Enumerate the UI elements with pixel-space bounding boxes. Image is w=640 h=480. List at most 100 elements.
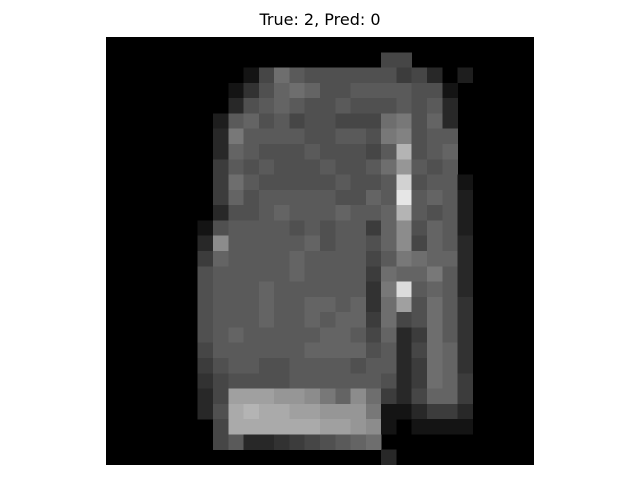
pixel bbox=[274, 434, 290, 451]
pixel bbox=[365, 266, 382, 282]
pixel bbox=[213, 327, 229, 344]
pixel bbox=[304, 189, 321, 206]
pixel bbox=[289, 373, 306, 389]
pixel bbox=[350, 281, 367, 298]
pixel bbox=[258, 419, 275, 435]
pixel bbox=[396, 251, 413, 267]
pixel bbox=[350, 419, 367, 435]
pixel bbox=[320, 174, 336, 191]
pixel bbox=[243, 235, 260, 252]
pixel bbox=[411, 113, 428, 130]
pixel bbox=[427, 235, 443, 252]
pixel bbox=[320, 312, 336, 328]
pixel bbox=[320, 205, 336, 221]
pixel bbox=[258, 388, 275, 405]
pixel bbox=[457, 358, 474, 374]
pixel bbox=[320, 419, 336, 435]
pixel bbox=[442, 205, 458, 221]
pixel bbox=[365, 113, 382, 130]
pixel bbox=[213, 251, 229, 267]
pixel bbox=[304, 342, 321, 359]
pixel bbox=[442, 419, 458, 435]
pixel bbox=[258, 296, 275, 313]
pixel bbox=[365, 144, 382, 160]
pixel bbox=[289, 327, 306, 344]
pixel bbox=[350, 251, 367, 267]
pixel bbox=[304, 220, 321, 237]
pixel bbox=[365, 189, 382, 206]
pixel bbox=[304, 205, 321, 221]
pixel bbox=[258, 327, 275, 344]
pixel bbox=[396, 52, 413, 68]
pixel bbox=[381, 220, 397, 237]
pixel bbox=[411, 266, 428, 282]
pixel bbox=[442, 144, 458, 160]
pixel bbox=[350, 159, 367, 175]
pixel bbox=[411, 235, 428, 252]
image-panel bbox=[106, 37, 534, 465]
pixel bbox=[350, 373, 367, 389]
pixel bbox=[427, 388, 443, 405]
pixel bbox=[274, 312, 290, 328]
pixel bbox=[320, 358, 336, 374]
pixel bbox=[320, 342, 336, 359]
pixel bbox=[381, 52, 397, 68]
pixel bbox=[197, 312, 214, 328]
pixel bbox=[243, 281, 260, 298]
pixel-image bbox=[106, 37, 534, 465]
pixel bbox=[427, 98, 443, 114]
pixel bbox=[228, 434, 244, 451]
pixel bbox=[289, 82, 306, 99]
pixel bbox=[304, 403, 321, 420]
pixel bbox=[289, 67, 306, 84]
pixel bbox=[411, 296, 428, 313]
pixel bbox=[335, 342, 351, 359]
pixel bbox=[442, 388, 458, 405]
pixel bbox=[427, 358, 443, 374]
pixel bbox=[442, 296, 458, 313]
pixel bbox=[457, 266, 474, 282]
pixel bbox=[243, 174, 260, 191]
pixel bbox=[213, 220, 229, 237]
pixel bbox=[304, 159, 321, 175]
pixel bbox=[274, 98, 290, 114]
pixel bbox=[442, 98, 458, 114]
pixel bbox=[274, 113, 290, 130]
pixel bbox=[289, 434, 306, 451]
pixel bbox=[258, 358, 275, 374]
pixel bbox=[274, 220, 290, 237]
pixel bbox=[228, 373, 244, 389]
pixel bbox=[228, 205, 244, 221]
pixel bbox=[304, 358, 321, 374]
pixel bbox=[381, 358, 397, 374]
pixel bbox=[274, 144, 290, 160]
pixel bbox=[365, 82, 382, 99]
pixel bbox=[365, 403, 382, 420]
pixel bbox=[411, 174, 428, 191]
pixel bbox=[442, 312, 458, 328]
pixel bbox=[243, 312, 260, 328]
pixel bbox=[320, 82, 336, 99]
pixel bbox=[258, 113, 275, 130]
pixel bbox=[304, 235, 321, 252]
pixel bbox=[213, 281, 229, 298]
pixel bbox=[197, 403, 214, 420]
pixel bbox=[335, 159, 351, 175]
pixel bbox=[365, 312, 382, 328]
pixel bbox=[381, 312, 397, 328]
pixel bbox=[243, 82, 260, 99]
pixel bbox=[396, 174, 413, 191]
pixel bbox=[320, 159, 336, 175]
pixel bbox=[197, 388, 214, 405]
pixel bbox=[350, 144, 367, 160]
pixel bbox=[320, 67, 336, 84]
pixel bbox=[411, 251, 428, 267]
pixel bbox=[350, 327, 367, 344]
pixel bbox=[396, 296, 413, 313]
pixel bbox=[258, 144, 275, 160]
pixel bbox=[442, 159, 458, 175]
pixel bbox=[228, 82, 244, 99]
pixel bbox=[304, 98, 321, 114]
pixel bbox=[258, 220, 275, 237]
pixel bbox=[197, 235, 214, 252]
